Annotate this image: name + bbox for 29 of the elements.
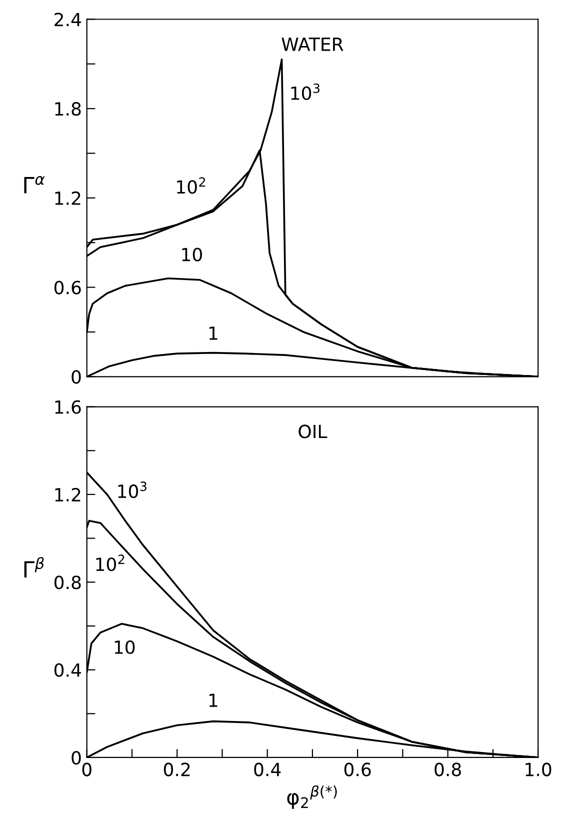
y-tick-label: 0 xyxy=(72,750,81,765)
x-tick-label: 0.4 xyxy=(254,762,281,776)
x-tick-label: 0.2 xyxy=(164,762,190,776)
text: WATER xyxy=(282,38,344,51)
annotation: 10$^{3}$ xyxy=(118,482,146,498)
y-tick-label: 1.2 xyxy=(55,191,80,205)
y-tick-label: 1.2 xyxy=(55,488,80,502)
annotation: 10 xyxy=(182,248,202,262)
annotation: 10$^{3}$ xyxy=(291,83,320,100)
annotation: 10 xyxy=(114,640,135,654)
text: OIL xyxy=(298,424,328,438)
annotation: 1 xyxy=(209,326,218,340)
x-tick-label: 0.6 xyxy=(344,762,371,776)
x-tick-label: 1.0 xyxy=(526,762,552,776)
y-tick-label: 0.6 xyxy=(54,280,81,294)
y-tick-label: 2.4 xyxy=(54,12,81,26)
y-tick-label: 1.6 xyxy=(55,400,81,414)
x-axis-title: φ$_{2}$$^{β(*)}$ xyxy=(287,785,337,809)
y-tick-label: 0 xyxy=(72,370,81,384)
y-axis-title: Γ$^{α}$ xyxy=(24,176,45,194)
y-tick-label: 0.8 xyxy=(54,576,81,590)
y-tick-label: 0.4 xyxy=(54,663,81,677)
x-tick-label: 0.8 xyxy=(434,762,461,776)
annotation: 10$^{2}$ xyxy=(177,177,206,194)
x-tick-label: 0 xyxy=(82,762,92,776)
y-axis-title: Γ$^{β}$ xyxy=(24,557,44,578)
annotation: 10$^{2}$ xyxy=(96,554,124,572)
annotation: 1 xyxy=(209,694,218,707)
y-tick-label: 1.8 xyxy=(55,102,81,116)
